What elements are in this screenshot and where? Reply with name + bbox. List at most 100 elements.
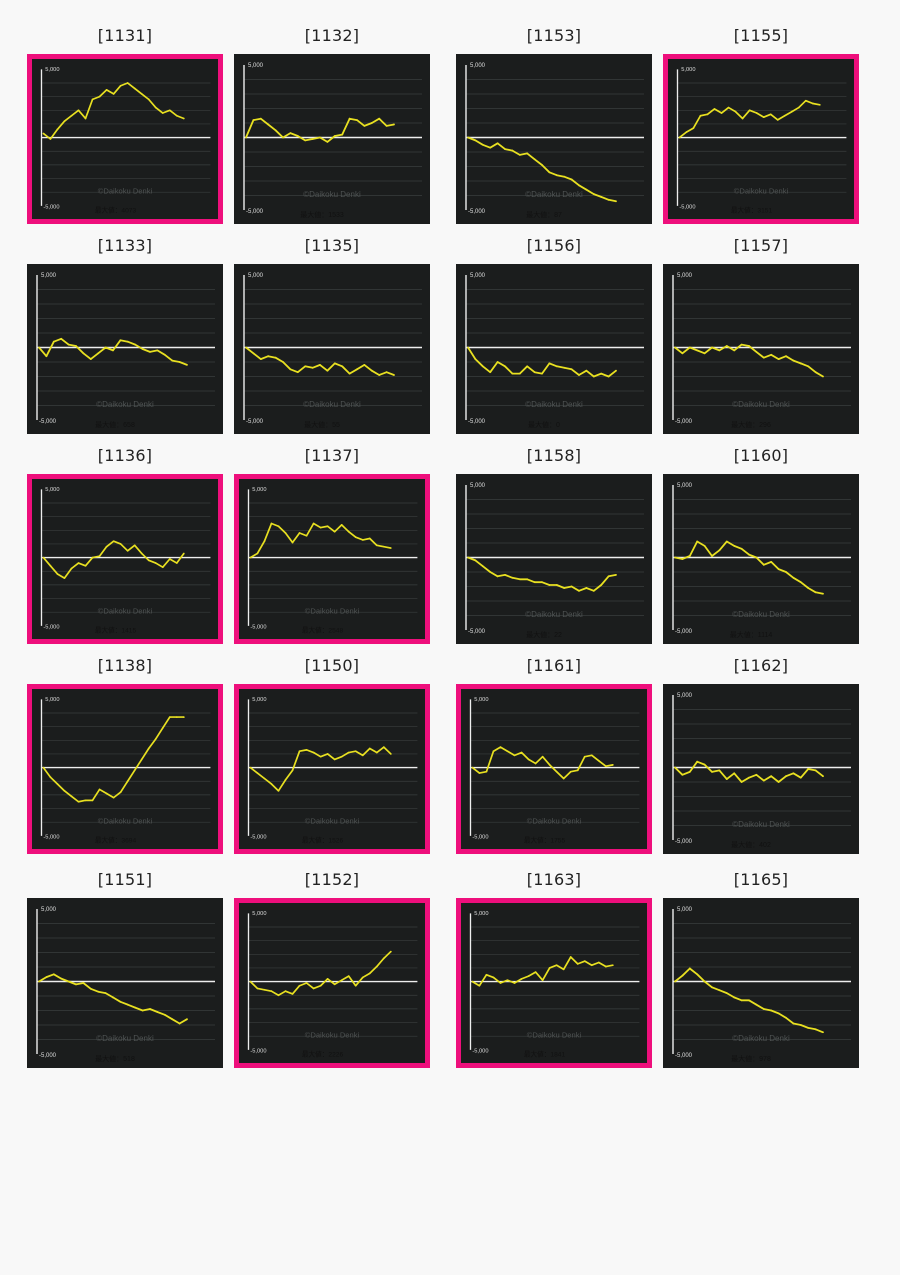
data-point	[259, 117, 262, 120]
data-point	[63, 789, 66, 792]
data-point	[256, 772, 259, 774]
series-line	[38, 337, 188, 366]
data-point	[126, 549, 129, 552]
data-point	[42, 766, 45, 769]
chart-panel[interactable]: 5,000 -5,000 ©Daikoku Denki 最大値：0	[456, 264, 652, 434]
data-point	[319, 526, 322, 529]
chart-panel[interactable]: 5,000 -5,000 ©Daikoku Denki 最大値：1114	[663, 474, 859, 644]
data-point	[119, 84, 122, 87]
max-value-label: 最大値：3151	[731, 205, 773, 214]
chart-cell: [1138] 5,000 -5,000 ©Daikoku Denki 最大値：3694	[27, 656, 233, 854]
chart-panel[interactable]: 5,000 -5,000 ©Daikoku Denki 最大値：402	[663, 684, 859, 854]
data-point	[361, 754, 364, 757]
chart-panel[interactable]: 5,000 -5,000 ©Daikoku Denki 最大値：1533	[234, 54, 430, 224]
data-point	[171, 359, 174, 362]
chart-panel-highlighted[interactable]: 5,000 -5,000 ©Daikoku Denki 最大値：2548	[234, 474, 430, 644]
data-point	[52, 973, 55, 976]
data-point	[84, 117, 87, 120]
data-point	[555, 770, 558, 773]
data-point	[526, 578, 529, 581]
data-point	[42, 556, 45, 559]
y-min-tick-label: -5,000	[675, 839, 693, 845]
slump-graph: 5,000 -5,000 ©Daikoku Denki 最大値：3694	[40, 697, 211, 844]
data-point	[112, 349, 114, 352]
chart-panel-highlighted[interactable]: 5,000 -5,000 ©Daikoku Denki 最大値：2226	[234, 898, 430, 1068]
y-min-tick-label: -5,000	[246, 419, 264, 425]
chart-panel[interactable]: 5,000 -5,000 ©Daikoku Denki 最大値：518	[27, 898, 223, 1068]
y-min-tick-label: -5,000	[675, 629, 693, 635]
data-point	[499, 746, 502, 748]
slump-graph: 5,000 -5,000 ©Daikoku Denki 最大値：22	[465, 483, 644, 639]
data-point	[762, 563, 765, 566]
data-point	[104, 346, 107, 349]
data-point	[126, 340, 129, 343]
data-point	[489, 371, 492, 374]
chart-cell: [1163] 5,000 -5,000 ©Daikoku Denki 最大値：1841	[456, 870, 662, 1068]
data-point	[370, 369, 373, 372]
data-point	[607, 375, 610, 378]
y-max-tick-label: 5,000	[681, 67, 695, 73]
watermark: ©Daikoku Denki	[732, 1034, 790, 1043]
data-point	[77, 109, 80, 112]
chart-panel-highlighted[interactable]: 5,000 -5,000 ©Daikoku Denki 最大値：1415	[27, 474, 223, 644]
data-point	[38, 980, 40, 983]
chart-panel[interactable]: 5,000 -5,000 ©Daikoku Denki 最大値：978	[663, 898, 859, 1068]
data-point	[105, 88, 108, 91]
watermark: ©Daikoku Denki	[303, 400, 361, 409]
chart-panel[interactable]: 5,000 -5,000 ©Daikoku Denki 最大値：22	[456, 474, 652, 644]
y-min-tick-label: -5,000	[250, 625, 266, 631]
data-point	[585, 369, 588, 372]
watermark: ©Daikoku Denki	[96, 1034, 154, 1043]
data-point	[133, 544, 136, 547]
watermark: ©Daikoku Denki	[98, 187, 153, 196]
chart-panel[interactable]: 5,000 -5,000 ©Daikoku Denki 最大値：87	[456, 54, 652, 224]
chart-id-label: [1158]	[526, 446, 582, 465]
data-point	[319, 364, 321, 366]
data-point	[112, 540, 115, 543]
data-point	[811, 102, 814, 105]
data-point	[82, 352, 85, 355]
data-point	[77, 800, 80, 803]
data-point	[319, 984, 322, 987]
data-point	[163, 1013, 166, 1016]
data-point	[674, 346, 676, 349]
data-point	[340, 523, 343, 526]
chart-panel[interactable]: 5,000 -5,000 ©Daikoku Denki 最大値：55	[234, 264, 430, 434]
data-point	[52, 340, 55, 343]
data-point	[513, 754, 516, 757]
data-point	[171, 1018, 174, 1021]
chart-panel-highlighted[interactable]: 5,000 -5,000 ©Daikoku Denki 最大値：1755	[456, 684, 652, 854]
data-point	[492, 976, 495, 979]
max-value-label: 最大値：658	[95, 420, 135, 429]
data-point	[548, 967, 551, 969]
data-point	[186, 1018, 188, 1021]
chart-panel[interactable]: 5,000 -5,000 ©Daikoku Denki 最大値：658	[27, 264, 223, 434]
data-point	[298, 532, 301, 534]
data-point	[526, 152, 529, 155]
data-point	[385, 371, 388, 374]
y-max-tick-label: 5,000	[470, 483, 486, 489]
chart-id-label: [1153]	[526, 26, 582, 45]
series-line	[678, 99, 820, 139]
chart-panel-highlighted[interactable]: 5,000 -5,000 ©Daikoku Denki 最大値：4073	[27, 54, 223, 224]
data-point	[389, 950, 392, 953]
data-point	[692, 127, 695, 129]
chart-panel-highlighted[interactable]: 5,000 -5,000 ©Daikoku Denki 最大値：3694	[27, 684, 223, 854]
y-min-tick-label: -5,000	[246, 209, 264, 215]
watermark: ©Daikoku Denki	[732, 820, 790, 829]
y-max-tick-label: 5,000	[677, 483, 693, 489]
data-point	[368, 972, 371, 975]
y-max-tick-label: 5,000	[252, 911, 266, 917]
chart-panel[interactable]: 5,000 -5,000 ©Daikoku Denki 最大値：296	[663, 264, 859, 434]
data-point	[674, 980, 676, 983]
max-value-label: 最大値：978	[731, 1054, 771, 1063]
chart-cell: [1165] 5,000 -5,000 ©Daikoku Denki 最大値：978	[663, 870, 869, 1068]
data-point	[615, 574, 617, 576]
chart-id-label: [1137]	[304, 446, 360, 465]
slump-graph: 5,000 -5,000 ©Daikoku Denki 最大値：1415	[40, 487, 211, 634]
chart-panel-highlighted[interactable]: 5,000 -5,000 ©Daikoku Denki 最大値：1526	[234, 684, 430, 854]
data-point	[770, 1009, 773, 1012]
data-point	[119, 1000, 122, 1003]
chart-panel-highlighted[interactable]: 5,000 -5,000 ©Daikoku Denki 最大値：3151	[663, 54, 859, 224]
chart-panel-highlighted[interactable]: 5,000 -5,000 ©Daikoku Denki 最大値：1841	[456, 898, 652, 1068]
